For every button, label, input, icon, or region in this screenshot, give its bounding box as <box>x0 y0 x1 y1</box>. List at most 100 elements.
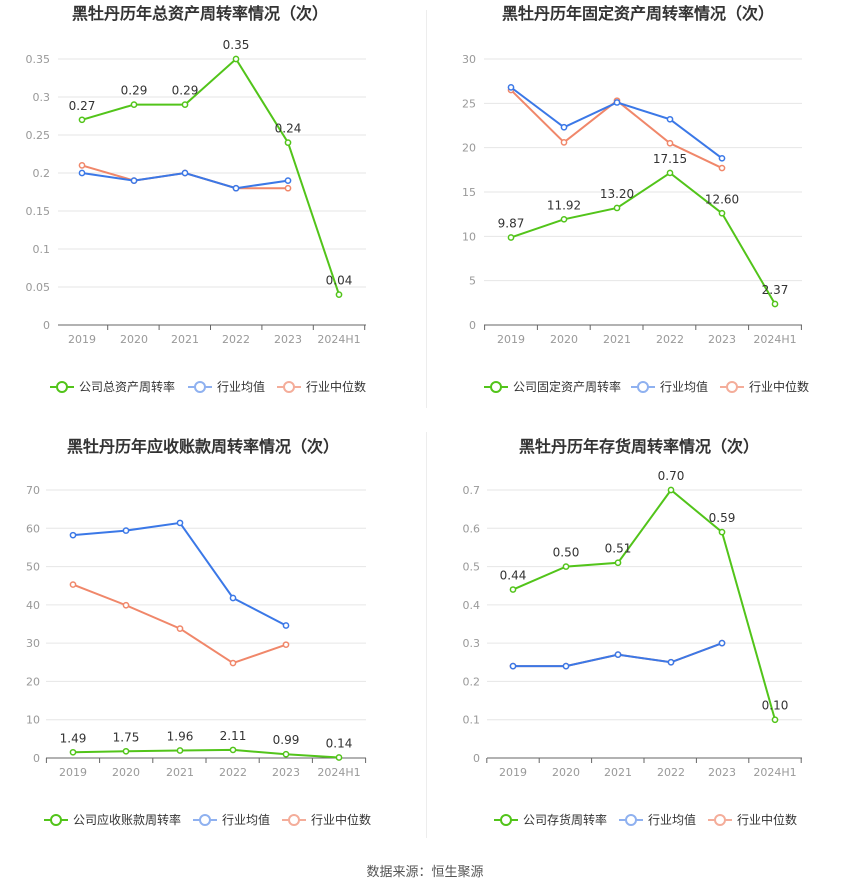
legend-label: 公司存货周转率 <box>523 812 607 827</box>
data-point-company <box>232 55 240 63</box>
legend-label: 行业中位数 <box>311 812 371 827</box>
legend-item-avg: 行业均值 <box>619 812 696 827</box>
data-point-company <box>335 291 343 298</box>
y-tick-label: 0.4 <box>463 599 481 612</box>
x-tick-label: 2021 <box>604 766 632 779</box>
data-point-avg <box>666 115 674 123</box>
chart-1: 黑牡丹历年总资产周转率情况（次） 0 0.05 0.1 0.15 0.2 0.25 0.3 0.… <box>26 4 367 394</box>
y-tick-label: 0.6 <box>463 522 481 535</box>
y-tick-label: 30 <box>462 53 476 66</box>
legend-label: 行业中位数 <box>737 812 797 827</box>
y-tick-label: 5 <box>469 275 476 288</box>
data-point-median <box>229 659 237 667</box>
legend-item-avg: 行业均值 <box>188 379 265 394</box>
y-tick-label: 60 <box>26 522 40 535</box>
y-tick-label: 0 <box>473 752 480 765</box>
y-tick-label: 0.2 <box>463 675 481 688</box>
data-point-avg <box>509 662 517 670</box>
x-tick-label: 2024H1 <box>753 766 796 779</box>
data-label: 0.27 <box>69 99 96 113</box>
data-point-avg <box>718 154 726 162</box>
legend-marker <box>288 814 300 826</box>
y-tick-label: 0 <box>469 319 476 332</box>
chart-title: 黑牡丹历年应收账款周转率情况（次） <box>67 437 339 456</box>
y-tick-label: 0.1 <box>463 714 481 727</box>
data-point-company <box>667 486 675 494</box>
x-tick-label: 2023 <box>708 766 736 779</box>
data-label: 1.49 <box>60 731 87 745</box>
data-point-avg <box>613 99 621 106</box>
vertical-divider <box>426 432 427 838</box>
data-point-median <box>560 138 568 146</box>
legend-label: 行业均值 <box>222 812 270 827</box>
data-point-avg <box>667 658 675 666</box>
legend-label: 行业均值 <box>648 812 696 827</box>
data-point-company <box>718 528 726 536</box>
x-tick-label: 2023 <box>274 333 302 346</box>
data-point-avg <box>562 662 570 670</box>
x-tick-label: 2024H1 <box>317 766 360 779</box>
data-point-company <box>771 716 779 724</box>
legend-item-median: 行业中位数 <box>720 379 809 394</box>
series-line-median <box>72 583 287 665</box>
y-tick-label: 30 <box>26 637 40 650</box>
legend-label: 行业中位数 <box>306 379 366 394</box>
data-point-avg <box>176 519 184 527</box>
data-point-company <box>130 101 138 108</box>
data-source-label: 数据来源：恒生聚源 <box>366 865 484 880</box>
data-point-avg <box>181 169 189 177</box>
legend-item-median: 行业中位数 <box>282 812 371 827</box>
x-tick-label: 2022 <box>656 333 684 346</box>
legend-label: 公司应收账款周转率 <box>73 812 181 827</box>
data-label: 0.70 <box>658 469 685 483</box>
y-tick-label: 0 <box>43 319 50 332</box>
y-tick-label: 0.2 <box>33 167 51 180</box>
legend-item-median: 行业中位数 <box>708 812 797 827</box>
legend-marker <box>490 381 502 393</box>
x-tick-label: 2023 <box>272 766 300 779</box>
data-point-avg <box>560 123 568 131</box>
data-label: 17.15 <box>653 152 687 166</box>
data-label: 9.87 <box>498 216 525 230</box>
x-tick-label: 2022 <box>222 333 250 346</box>
y-tick-label: 0.35 <box>26 53 51 66</box>
legend-item-median: 行业中位数 <box>277 379 366 394</box>
x-tick-label: 2023 <box>708 333 736 346</box>
data-point-avg <box>130 177 138 184</box>
y-tick-label: 0.15 <box>26 205 51 218</box>
data-point-avg <box>284 177 292 184</box>
data-label: 2.37 <box>762 283 789 297</box>
y-tick-label: 0.3 <box>33 91 51 104</box>
chart-title: 黑牡丹历年固定资产周转率情况（次） <box>502 4 774 23</box>
data-point-company <box>509 586 517 593</box>
legend-label: 行业中位数 <box>749 379 809 394</box>
legend-label: 公司总资产周转率 <box>79 379 175 394</box>
y-tick-label: 0 <box>33 752 40 765</box>
x-tick-label: 2024H1 <box>753 333 796 346</box>
legend-marker <box>625 814 637 826</box>
y-tick-label: 15 <box>462 186 476 199</box>
legend-item-company: 公司总资产周转率 <box>50 379 175 394</box>
data-point-company <box>69 748 77 756</box>
y-tick-label: 0.05 <box>26 281 51 294</box>
legend-item-avg: 行业均值 <box>193 812 270 827</box>
data-point-median <box>718 164 726 172</box>
legend-marker <box>283 381 295 393</box>
data-point-avg <box>282 622 290 629</box>
legend-item-company: 公司存货周转率 <box>494 812 607 827</box>
x-tick-label: 2024H1 <box>317 333 360 346</box>
data-point-avg <box>78 169 86 177</box>
data-point-company <box>562 563 570 570</box>
legend-label: 行业均值 <box>660 379 708 394</box>
data-label: 0.29 <box>121 84 148 98</box>
data-point-avg <box>122 527 130 534</box>
data-label: 1.75 <box>113 730 140 744</box>
data-point-company <box>560 215 568 223</box>
data-point-company <box>284 139 292 146</box>
data-point-median <box>284 184 292 192</box>
data-label: 0.29 <box>172 84 199 98</box>
legend-item-company: 公司固定资产周转率 <box>484 379 621 394</box>
data-point-company <box>229 746 237 754</box>
y-tick-label: 0.3 <box>463 637 481 650</box>
